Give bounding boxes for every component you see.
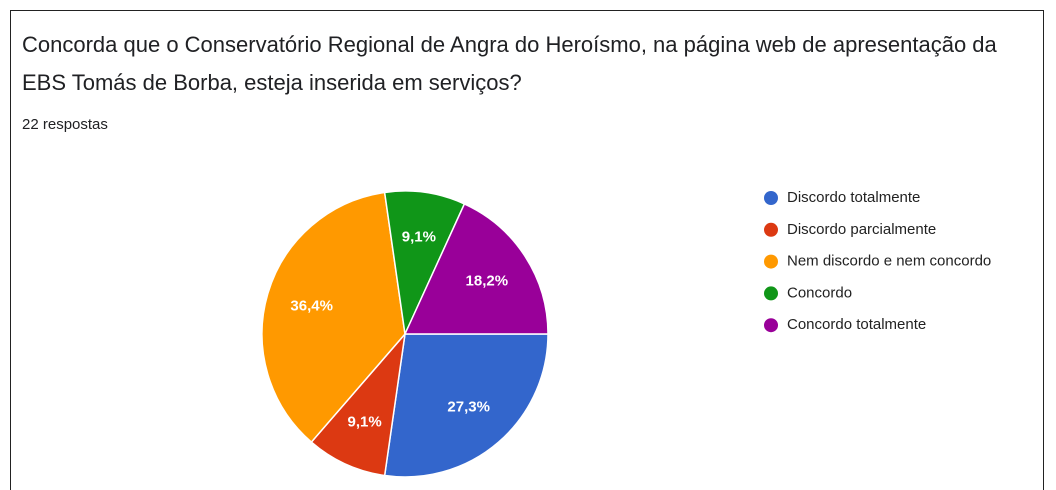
page: Concorda que o Conservatório Regional de… bbox=[10, 10, 1044, 490]
pie-slice bbox=[403, 202, 549, 335]
legend-swatch bbox=[764, 286, 778, 301]
legend-label: Concordo totalmente bbox=[787, 316, 926, 333]
legend-swatch bbox=[764, 222, 778, 237]
data-label: 9,1% bbox=[402, 229, 436, 246]
data-label: 27,3% bbox=[447, 398, 490, 415]
pie-slice bbox=[383, 333, 549, 478]
chart: 27,3% 9,1% 36,4% 9,1% 18,2% Discordo totalmen… bbox=[261, 189, 991, 478]
legend-label: Discordo parcialmente bbox=[787, 221, 936, 238]
card bbox=[10, 10, 1044, 490]
legend-label: Nem discordo e nem concordo bbox=[787, 253, 991, 270]
legend-swatch bbox=[764, 254, 778, 269]
pie-slice bbox=[310, 331, 407, 477]
pie-slice bbox=[383, 190, 466, 337]
legend-label: Discordo totalmente bbox=[787, 189, 920, 206]
data-label: 36,4% bbox=[290, 298, 333, 315]
chart-title: Concorda que o Conservatório Regional de… bbox=[22, 32, 997, 95]
chart-subtitle: 22 respostas bbox=[22, 116, 108, 133]
legend-swatch bbox=[764, 318, 778, 333]
data-label: 9,1% bbox=[348, 413, 382, 430]
legend-swatch bbox=[764, 191, 778, 205]
legend-label: Concordo bbox=[787, 284, 852, 301]
data-label: 18,2% bbox=[466, 272, 509, 289]
pie-slice bbox=[261, 191, 406, 444]
